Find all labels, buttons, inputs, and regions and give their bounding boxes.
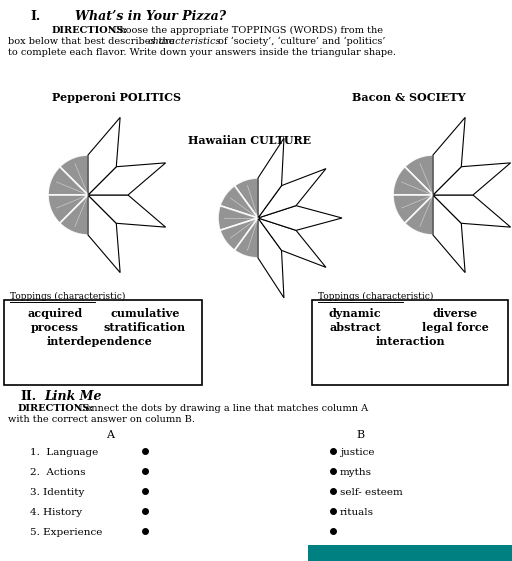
- Text: Toppings (characteristic): Toppings (characteristic): [318, 292, 433, 301]
- Text: DIRECTIONS:: DIRECTIONS:: [18, 404, 94, 413]
- Text: justice: justice: [340, 448, 374, 457]
- Text: 1.  Language: 1. Language: [30, 448, 98, 457]
- Polygon shape: [88, 195, 165, 227]
- Polygon shape: [258, 169, 326, 218]
- Text: with the correct answer on column B.: with the correct answer on column B.: [8, 415, 195, 424]
- FancyBboxPatch shape: [308, 545, 512, 561]
- Text: diverse: diverse: [433, 308, 478, 319]
- Text: DIRECTIONS:: DIRECTIONS:: [52, 26, 128, 35]
- Polygon shape: [88, 195, 120, 273]
- Text: B: B: [356, 430, 364, 440]
- Wedge shape: [393, 167, 433, 195]
- Text: process: process: [31, 322, 79, 333]
- Wedge shape: [220, 186, 258, 218]
- Polygon shape: [433, 195, 465, 273]
- Text: box below that best describes the: box below that best describes the: [8, 37, 178, 46]
- Text: cumulative: cumulative: [110, 308, 180, 319]
- Polygon shape: [88, 163, 165, 195]
- Text: myths: myths: [340, 468, 372, 477]
- Text: Hawaiian CULTURE: Hawaiian CULTURE: [188, 135, 311, 146]
- Wedge shape: [393, 195, 433, 223]
- Text: Pepperoni POLITICS: Pepperoni POLITICS: [52, 92, 181, 103]
- Wedge shape: [48, 167, 88, 195]
- Polygon shape: [88, 117, 120, 195]
- FancyBboxPatch shape: [312, 300, 508, 385]
- Polygon shape: [258, 138, 284, 218]
- Polygon shape: [258, 218, 284, 298]
- Text: self- esteem: self- esteem: [340, 488, 403, 497]
- Wedge shape: [48, 195, 88, 223]
- Wedge shape: [218, 206, 258, 231]
- Wedge shape: [404, 195, 433, 235]
- Text: Link Me: Link Me: [44, 390, 101, 403]
- Text: interaction: interaction: [375, 336, 445, 347]
- Text: legal force: legal force: [421, 322, 488, 333]
- Text: of ‘society’, ‘culture’ and ‘politics’: of ‘society’, ‘culture’ and ‘politics’: [218, 37, 386, 47]
- Text: II.: II.: [20, 390, 36, 403]
- Polygon shape: [258, 218, 326, 268]
- Text: Choose the appropriate TOPPINGS (WORDS) from the: Choose the appropriate TOPPINGS (WORDS) …: [112, 26, 383, 35]
- Wedge shape: [404, 155, 433, 195]
- Text: I.: I.: [30, 10, 40, 23]
- Wedge shape: [60, 155, 88, 195]
- Text: A: A: [106, 430, 114, 440]
- Text: abstract: abstract: [329, 322, 381, 333]
- Text: characteristics: characteristics: [148, 37, 222, 46]
- Text: rituals: rituals: [340, 508, 374, 517]
- Wedge shape: [234, 178, 258, 218]
- Text: Bacon & SOCIETY: Bacon & SOCIETY: [352, 92, 465, 103]
- Text: 2.  Actions: 2. Actions: [30, 468, 86, 477]
- Polygon shape: [433, 195, 510, 227]
- Text: stratification: stratification: [104, 322, 186, 333]
- Polygon shape: [433, 117, 465, 195]
- Text: 5. Experience: 5. Experience: [30, 528, 102, 537]
- Text: 3. Identity: 3. Identity: [30, 488, 84, 497]
- Wedge shape: [60, 195, 88, 235]
- Polygon shape: [258, 206, 342, 231]
- Polygon shape: [433, 163, 510, 195]
- FancyBboxPatch shape: [4, 300, 202, 385]
- Text: Connect the dots by drawing a line that matches column A: Connect the dots by drawing a line that …: [78, 404, 368, 413]
- Text: acquired: acquired: [27, 308, 82, 319]
- Text: What’s in Your Pizza?: What’s in Your Pizza?: [75, 10, 226, 23]
- Text: Toppings (characteristic): Toppings (characteristic): [10, 292, 125, 301]
- Wedge shape: [234, 218, 258, 258]
- Wedge shape: [220, 218, 258, 250]
- Text: dynamic: dynamic: [329, 308, 381, 319]
- Text: to complete each flavor. Write down your answers inside the triangular shape.: to complete each flavor. Write down your…: [8, 48, 396, 57]
- Text: 4. History: 4. History: [30, 508, 82, 517]
- Text: interdependence: interdependence: [47, 336, 153, 347]
